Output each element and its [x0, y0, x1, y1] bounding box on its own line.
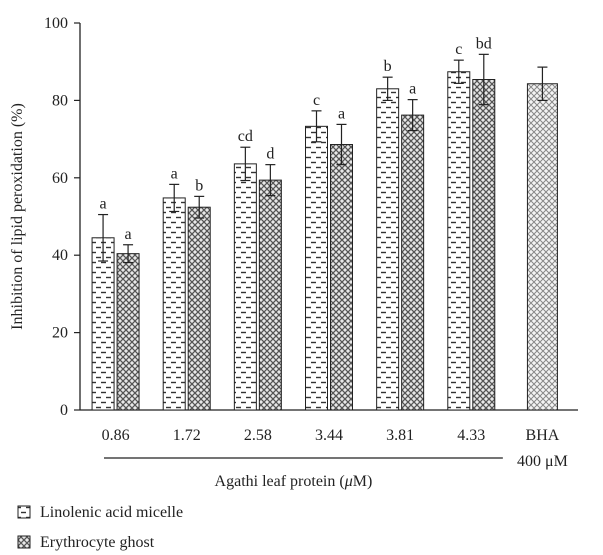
y-tick-label: 80 — [52, 92, 68, 109]
legend-swatch-linolenic — [17, 505, 31, 519]
significance-label: b — [195, 177, 203, 194]
bar — [116, 253, 140, 411]
bar — [187, 206, 211, 411]
bar — [447, 71, 471, 411]
x-tick-label: 0.86 — [102, 427, 130, 444]
significance-label: a — [171, 165, 178, 182]
bar — [305, 125, 328, 411]
legend-label-erythrocyte: Erythrocyte ghost — [40, 534, 155, 551]
bar — [162, 197, 186, 411]
legend: Linolenic acid micelle Erythrocyte ghost — [17, 504, 183, 551]
x-tick-label: 3.81 — [386, 427, 414, 444]
x-tick-label-reference: BHA — [526, 427, 560, 444]
y-tick-label: 40 — [52, 247, 68, 264]
x-axis-title: Agathi leaf protein (μM) — [215, 473, 373, 490]
y-tick-label: 0 — [60, 402, 68, 419]
y-tick-label: 20 — [52, 325, 68, 342]
bar — [472, 79, 496, 411]
significance-label: c — [455, 41, 462, 58]
x-tick-label: 4.33 — [457, 427, 485, 444]
x-ticks: 0.86 1.72 2.58 3.44 3.81 4.33 BHA 400 μM — [102, 427, 568, 470]
y-ticks: 0 20 40 60 80 100 — [44, 15, 80, 419]
x-tick-label: 2.58 — [244, 427, 272, 444]
x-axis-title-part: Agathi leaf protein ( — [215, 473, 345, 490]
bar — [91, 237, 115, 411]
significance-label: a — [338, 105, 345, 122]
x-tick-label-reference-unit: 400 μM — [517, 453, 568, 470]
significance-label: a — [125, 226, 132, 243]
bar — [258, 179, 282, 411]
legend-swatch-erythrocyte — [17, 535, 31, 549]
y-tick-label: 60 — [52, 170, 68, 187]
x-tick-label: 3.44 — [315, 427, 343, 444]
bar — [401, 114, 425, 411]
bar — [376, 88, 400, 411]
x-tick-label: 1.72 — [173, 427, 201, 444]
significance-label: bd — [476, 35, 492, 52]
x-axis-title-mu: μ — [344, 473, 353, 490]
significance-label: b — [384, 58, 392, 75]
significance-label: d — [266, 146, 274, 163]
reference-bar — [526, 83, 558, 411]
bar — [330, 144, 353, 411]
legend-label-linolenic: Linolenic acid micelle — [40, 504, 183, 521]
y-tick-label: 100 — [44, 15, 68, 32]
significance-label: a — [409, 81, 416, 98]
significance-label: c — [313, 92, 320, 109]
y-axis-title: Inhibition of lipid peroxidation (%) — [9, 103, 26, 330]
significance-label: cd — [238, 128, 253, 145]
significance-label: a — [100, 196, 107, 213]
x-axis-title-part: M) — [353, 473, 373, 490]
bar — [233, 163, 257, 411]
